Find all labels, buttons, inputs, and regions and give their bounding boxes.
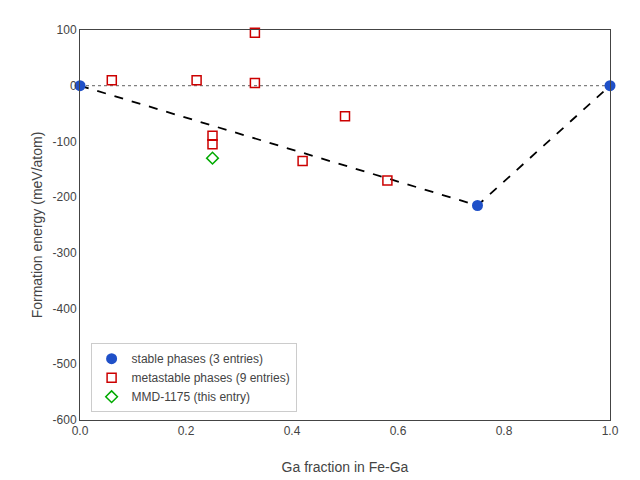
- svg-text:0.8: 0.8: [496, 424, 513, 438]
- svg-text:0.4: 0.4: [284, 424, 301, 438]
- svg-text:stable phases (3 entries): stable phases (3 entries): [132, 352, 263, 366]
- svg-text:MMD-1175 (this entry): MMD-1175 (this entry): [132, 390, 250, 404]
- svg-text:Formation energy (meV/atom): Formation energy (meV/atom): [29, 132, 45, 319]
- svg-text:0.0: 0.0: [72, 424, 89, 438]
- svg-text:0: 0: [70, 79, 77, 93]
- svg-text:-500: -500: [53, 357, 77, 371]
- svg-text:100: 100: [57, 23, 77, 37]
- svg-text:-200: -200: [53, 190, 77, 204]
- svg-text:metastable phases (9 entries): metastable phases (9 entries): [132, 371, 290, 385]
- svg-text:-400: -400: [53, 302, 77, 316]
- svg-text:-300: -300: [53, 246, 77, 260]
- svg-text:-100: -100: [53, 135, 77, 149]
- svg-text:-600: -600: [53, 413, 77, 427]
- svg-text:1.0: 1.0: [602, 424, 619, 438]
- svg-text:0.6: 0.6: [390, 424, 407, 438]
- svg-text:0.2: 0.2: [178, 424, 195, 438]
- svg-text:Ga fraction in Fe-Ga: Ga fraction in Fe-Ga: [282, 459, 409, 475]
